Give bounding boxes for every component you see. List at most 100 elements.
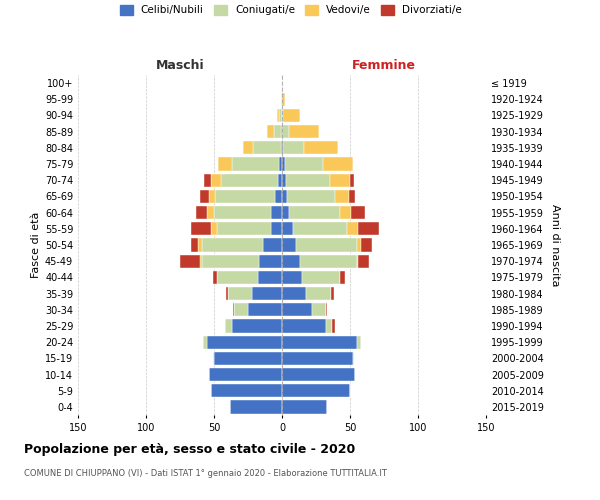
- Bar: [282, 368, 355, 381]
- Bar: [304, 141, 338, 154]
- Bar: [332, 320, 335, 332]
- Bar: [281, 141, 282, 154]
- Bar: [205, 174, 211, 187]
- Bar: [353, 352, 354, 365]
- Bar: [312, 303, 326, 316]
- Bar: [226, 287, 227, 300]
- Bar: [296, 238, 357, 252]
- Bar: [282, 352, 353, 365]
- Bar: [227, 287, 252, 300]
- Bar: [347, 222, 358, 235]
- Bar: [225, 320, 232, 332]
- Bar: [287, 190, 335, 203]
- Bar: [282, 336, 357, 349]
- Bar: [329, 174, 350, 187]
- Bar: [289, 206, 340, 220]
- Bar: [209, 190, 215, 203]
- Bar: [307, 287, 331, 300]
- Bar: [281, 125, 282, 138]
- Bar: [214, 352, 282, 365]
- Bar: [282, 141, 283, 154]
- Bar: [218, 158, 232, 170]
- Bar: [361, 238, 372, 252]
- Bar: [279, 109, 282, 122]
- Bar: [196, 206, 207, 220]
- Bar: [232, 158, 279, 170]
- Bar: [358, 254, 369, 268]
- Bar: [326, 303, 327, 316]
- Bar: [203, 336, 207, 349]
- Bar: [279, 158, 282, 170]
- Bar: [211, 384, 282, 398]
- Bar: [217, 270, 257, 284]
- Bar: [200, 190, 209, 203]
- Bar: [221, 174, 278, 187]
- Bar: [271, 222, 282, 235]
- Y-axis label: Anni di nascita: Anni di nascita: [550, 204, 560, 286]
- Bar: [331, 287, 334, 300]
- Bar: [357, 254, 358, 268]
- Bar: [232, 320, 282, 332]
- Bar: [207, 206, 214, 220]
- Bar: [340, 270, 344, 284]
- Bar: [283, 141, 304, 154]
- Bar: [212, 270, 217, 284]
- Bar: [180, 254, 200, 268]
- Bar: [326, 320, 332, 332]
- Bar: [282, 92, 285, 106]
- Bar: [263, 238, 282, 252]
- Bar: [282, 125, 289, 138]
- Bar: [233, 303, 235, 316]
- Bar: [209, 368, 282, 381]
- Bar: [282, 174, 286, 187]
- Bar: [197, 238, 202, 252]
- Bar: [191, 222, 211, 235]
- Bar: [271, 206, 282, 220]
- Bar: [211, 222, 217, 235]
- Bar: [215, 190, 275, 203]
- Bar: [278, 174, 282, 187]
- Bar: [235, 303, 248, 316]
- Bar: [350, 174, 354, 187]
- Bar: [286, 174, 329, 187]
- Bar: [200, 254, 202, 268]
- Text: Maschi: Maschi: [155, 59, 205, 72]
- Bar: [277, 109, 279, 122]
- Bar: [283, 109, 299, 122]
- Bar: [340, 206, 352, 220]
- Bar: [202, 254, 259, 268]
- Bar: [282, 320, 326, 332]
- Bar: [217, 222, 271, 235]
- Bar: [274, 125, 281, 138]
- Legend: Celibi/Nubili, Coniugati/e, Vedovi/e, Divorziati/e: Celibi/Nubili, Coniugati/e, Vedovi/e, Di…: [120, 5, 462, 15]
- Bar: [285, 158, 323, 170]
- Bar: [282, 303, 312, 316]
- Bar: [352, 206, 365, 220]
- Bar: [211, 174, 221, 187]
- Bar: [282, 158, 285, 170]
- Bar: [212, 352, 214, 365]
- Bar: [282, 254, 299, 268]
- Bar: [230, 400, 282, 413]
- Bar: [252, 287, 282, 300]
- Bar: [281, 92, 282, 106]
- Text: Popolazione per età, sesso e stato civile - 2020: Popolazione per età, sesso e stato civil…: [24, 442, 355, 456]
- Bar: [323, 158, 353, 170]
- Bar: [357, 336, 361, 349]
- Bar: [257, 270, 282, 284]
- Bar: [282, 238, 296, 252]
- Bar: [282, 270, 302, 284]
- Bar: [248, 303, 282, 316]
- Bar: [282, 287, 307, 300]
- Bar: [293, 222, 347, 235]
- Bar: [275, 190, 282, 203]
- Bar: [282, 206, 289, 220]
- Y-axis label: Fasce di età: Fasce di età: [31, 212, 41, 278]
- Bar: [282, 109, 283, 122]
- Bar: [358, 222, 379, 235]
- Bar: [335, 190, 349, 203]
- Bar: [302, 270, 340, 284]
- Bar: [357, 238, 361, 252]
- Bar: [214, 206, 271, 220]
- Bar: [267, 125, 274, 138]
